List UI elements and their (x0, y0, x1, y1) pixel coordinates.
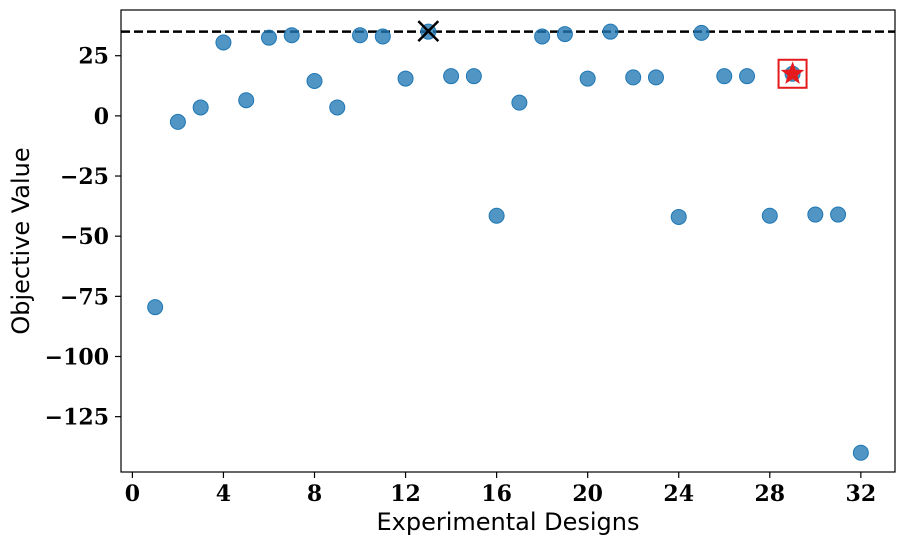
data-point (647, 69, 664, 86)
data-point (488, 207, 505, 224)
data-point (465, 68, 482, 85)
x-tick-label: 28 (754, 481, 785, 507)
data-point (852, 444, 869, 461)
x-axis-title: Experimental Designs (376, 508, 639, 536)
plot-frame (120, 9, 896, 473)
data-point (511, 94, 528, 111)
y-tick-label: 0 (94, 104, 109, 130)
highlight-box (777, 58, 808, 89)
y-tick-label: −50 (60, 224, 109, 250)
data-point (397, 70, 414, 87)
data-point (169, 113, 186, 130)
data-point (625, 69, 642, 86)
x-tick-label: 20 (572, 481, 603, 507)
y-axis-title: Objective Value (7, 147, 35, 334)
data-point (192, 99, 209, 116)
y-tick-label: −25 (60, 164, 109, 190)
data-point (215, 34, 232, 51)
data-point (329, 99, 346, 116)
data-point (260, 29, 277, 46)
data-point (761, 207, 778, 224)
special-markers (417, 20, 808, 89)
data-point (602, 23, 619, 40)
data-point (352, 27, 369, 44)
best-design-x-marker (417, 20, 440, 43)
x-tick-label: 16 (481, 481, 512, 507)
data-point (670, 208, 687, 225)
data-point (693, 24, 710, 41)
y-axis-ticks: 25 0 −25 −50 −75 −100 −125 (45, 44, 121, 431)
data-point (147, 299, 164, 316)
highlight-star (780, 61, 805, 84)
data-points (147, 23, 869, 461)
x-tick-label: 12 (390, 481, 421, 507)
data-point (807, 206, 824, 223)
y-tick-label: −75 (60, 284, 109, 310)
x-axis-ticks: 0 4 8 12 16 20 24 28 32 (125, 472, 876, 507)
data-point (579, 70, 596, 87)
data-point (830, 206, 847, 223)
data-point (716, 68, 733, 85)
data-point (534, 28, 551, 45)
y-tick-label: −125 (45, 405, 109, 431)
data-point (283, 27, 300, 44)
data-point (443, 68, 460, 85)
x-tick-label: 0 (125, 481, 140, 507)
y-tick-label: −100 (45, 345, 109, 371)
x-tick-label: 32 (846, 481, 877, 507)
x-tick-label: 8 (307, 481, 322, 507)
x-tick-label: 4 (216, 481, 231, 507)
data-point (238, 92, 255, 109)
data-point (739, 68, 756, 85)
best-marker-stroke (417, 20, 440, 43)
x-tick-label: 24 (663, 481, 694, 507)
y-tick-label: 25 (78, 44, 109, 70)
data-point (374, 28, 391, 45)
data-point (306, 72, 323, 89)
data-point (556, 26, 573, 43)
